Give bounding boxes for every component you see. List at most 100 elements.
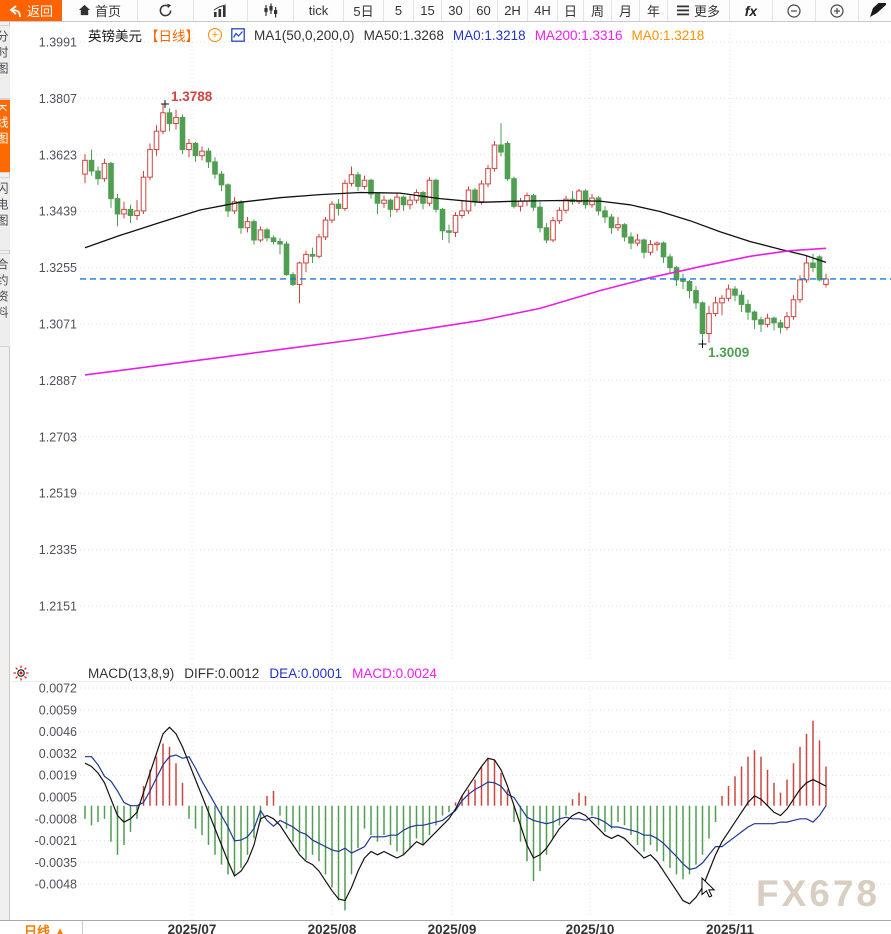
candle [322, 219, 329, 238]
candle [134, 210, 140, 216]
price-axis-label: 1.3991 [39, 36, 77, 50]
fx-icon: fx [744, 2, 758, 19]
candle [192, 142, 199, 157]
period-4h-button[interactable]: 4H [528, 0, 558, 21]
candle [127, 208, 134, 216]
candle [693, 290, 699, 304]
mouse-cursor [701, 877, 716, 898]
candle [225, 184, 231, 212]
zoom-out-button[interactable] [773, 0, 816, 21]
candle [615, 224, 621, 229]
bottom-period-selector[interactable]: 日线 ▲ [0, 921, 83, 934]
pencil-icon [870, 2, 886, 17]
period-2h-button[interactable]: 2H [498, 0, 528, 21]
more-button[interactable]: 更多 [668, 0, 730, 21]
period-label: 30 [448, 3, 463, 18]
sidebar-tab-time-chart[interactable]: 分时图 [0, 25, 10, 99]
period-day-button[interactable]: 日 [558, 0, 584, 21]
candle [582, 190, 589, 206]
hamburger-icon [676, 5, 689, 16]
chart-canvas[interactable]: 1.3991 1.3807 1.3623 1.3439 1.3255 1.3071 1.28… [0, 22, 891, 920]
sidebar-tab-label: K线图 [0, 104, 9, 149]
candle-chart-type-button[interactable] [248, 0, 294, 21]
candle [361, 179, 368, 187]
macd-name: MACD(13,8,9) [88, 666, 175, 681]
candle [147, 149, 153, 178]
ma0-blue-value: MA0:1.3218 [452, 27, 526, 43]
zoom-in-button[interactable] [816, 0, 859, 21]
period-15m-button[interactable]: 15 [414, 0, 442, 21]
sidebar-tab-lightning-chart[interactable]: 闪电图 [0, 177, 10, 251]
candle [303, 253, 309, 264]
refresh-icon [159, 3, 172, 17]
bottom-bar: 日线 ▲ 2025/07 2025/08 2025/09 2025/10 2025/11 [0, 920, 891, 934]
indicator-settings-icon[interactable] [13, 665, 29, 681]
macd-axis-label: -0.0048 [35, 878, 77, 892]
candle [556, 209, 563, 222]
sidebar-tab-kline-chart[interactable]: K线图 [0, 99, 10, 173]
candle [764, 317, 771, 325]
candle [186, 142, 192, 151]
period-year-button[interactable]: 年 [640, 0, 668, 21]
refresh-button[interactable] [138, 0, 194, 21]
candle [732, 288, 738, 296]
candle [335, 203, 342, 209]
candle [485, 168, 491, 185]
candle [439, 208, 446, 232]
candle [342, 182, 348, 209]
period-label: 5 [394, 3, 403, 18]
add-indicator-icon[interactable]: + [208, 28, 222, 42]
ma0-orange-value: MA0:1.3218 [631, 27, 705, 43]
candle [205, 150, 212, 163]
draw-tool-button[interactable] [859, 0, 891, 21]
candle [771, 317, 777, 324]
home-button[interactable]: 首页 [62, 0, 138, 21]
candlestick-icon [264, 3, 278, 18]
mini-chart-icon[interactable] [231, 28, 245, 42]
period-month-button[interactable]: 月 [612, 0, 640, 21]
candle [550, 220, 556, 241]
back-button[interactable]: 返回 [0, 0, 62, 21]
indicator-button[interactable]: fx [730, 0, 773, 21]
candle [238, 201, 244, 229]
bar-chart-icon [213, 3, 226, 17]
period-week-button[interactable]: 周 [584, 0, 612, 21]
candle [628, 236, 634, 244]
candle [472, 189, 478, 203]
macd-axis-label: 0.0072 [39, 682, 77, 696]
candle [387, 199, 394, 210]
symbol-name: 英镑美元 [88, 29, 142, 44]
candle [348, 174, 355, 184]
candle [283, 243, 290, 276]
period-5m-button[interactable]: 5 [384, 0, 414, 21]
price-axis-label: 1.2887 [39, 374, 77, 388]
candle [114, 198, 121, 215]
chart-header: 英镑美元 【日线】 + MA1(50,0,200,0) MA50:1.3268 … [88, 25, 704, 45]
candle [277, 241, 283, 245]
period-60m-button[interactable]: 60 [470, 0, 498, 21]
zoom-in-icon [830, 3, 844, 18]
candle [270, 237, 277, 243]
home-label: 首页 [94, 4, 121, 19]
candle [329, 203, 335, 221]
candle [641, 239, 647, 253]
candle [621, 224, 628, 238]
candle [212, 161, 218, 175]
price-axis-label: 1.3623 [39, 148, 77, 162]
x-axis-label: 2025/08 [307, 922, 357, 934]
line-chart-type-button[interactable] [194, 0, 248, 21]
x-axis-label: 2025/07 [167, 922, 217, 934]
macd-pane [84, 720, 827, 911]
sidebar-tab-label: 分时图 [0, 30, 9, 78]
candle [504, 142, 511, 180]
candle [446, 230, 452, 233]
candle [576, 190, 582, 203]
candle [777, 322, 784, 328]
price-axis-label: 1.2519 [39, 487, 77, 501]
period-30m-button[interactable]: 30 [442, 0, 470, 21]
period-label: 年 [646, 4, 660, 19]
period-tick-button[interactable]: tick [294, 0, 344, 21]
candle [433, 179, 439, 210]
sidebar-tab-contract-info[interactable]: 合约资料 [0, 253, 10, 347]
period-5d-button[interactable]: 5日 [344, 0, 384, 21]
